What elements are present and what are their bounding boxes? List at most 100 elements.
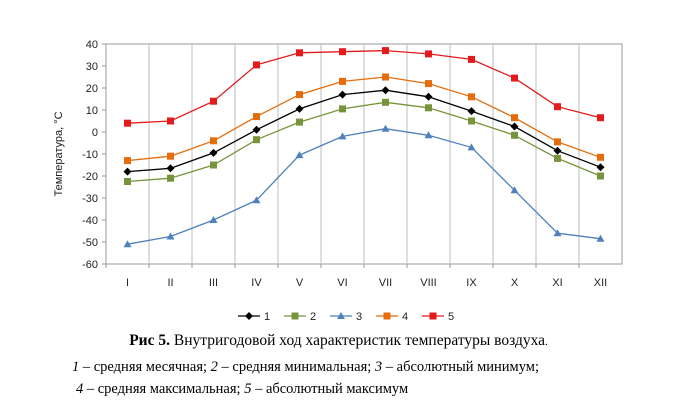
data-point: [296, 91, 303, 99]
legend-marker-3: [337, 312, 345, 319]
series-line-2: [127, 101, 601, 183]
data-point: [209, 216, 218, 223]
data-point: [425, 50, 432, 58]
x-tick-label: VIII: [420, 277, 437, 289]
data-point: [511, 114, 518, 122]
series-5: [124, 47, 604, 127]
legend-label-3: 3: [356, 311, 362, 323]
y-tick-label: -10: [82, 149, 98, 161]
legend-label-1: 1: [264, 311, 270, 323]
data-point: [253, 113, 260, 121]
y-tick-label: -50: [82, 237, 98, 249]
series-line-3: [127, 128, 601, 245]
legend-marker-5: [429, 312, 437, 320]
x-tick-label: XI: [552, 277, 562, 289]
data-point: [424, 131, 433, 139]
series-2: [124, 98, 604, 185]
data-point: [296, 118, 303, 126]
data-point: [295, 104, 304, 113]
data-point: [123, 167, 132, 176]
series-line-1: [127, 89, 601, 173]
caption-text-4: – средняя максимальная;: [83, 381, 245, 397]
data-point: [210, 161, 217, 169]
data-point: [167, 174, 174, 182]
data-point: [381, 86, 390, 95]
data-point: [468, 117, 475, 125]
caption-num-4: 4: [76, 381, 84, 397]
figure-title-end: .: [545, 336, 548, 348]
x-tick-label: IX: [466, 277, 477, 289]
figure-title: Внутригодовой ход характеристик температ…: [169, 332, 546, 349]
data-point: [467, 143, 476, 151]
data-point: [166, 164, 175, 173]
data-point: [252, 196, 261, 204]
caption-num-2: 2: [210, 359, 218, 375]
figure-caption-title: Рис 5. Внутригодовой ход характеристик т…: [0, 332, 677, 350]
data-point: [596, 163, 605, 172]
caption-num-3: 3: [374, 359, 383, 375]
data-point: [425, 80, 432, 88]
data-point: [167, 152, 174, 160]
series-4: [124, 73, 604, 165]
x-tick-label: VII: [379, 277, 392, 289]
data-point: [339, 77, 346, 85]
data-point: [210, 97, 217, 105]
data-point: [382, 47, 389, 55]
series-line-5: [127, 49, 601, 124]
data-point: [468, 55, 475, 63]
y-tick-label: 40: [86, 39, 98, 51]
x-tick-label: X: [511, 277, 519, 289]
data-point: [338, 132, 347, 140]
data-point: [382, 98, 389, 106]
x-tick-label: I: [126, 277, 129, 289]
data-point: [296, 49, 303, 57]
figure-caption-legend-line-2: 4 – средняя максимальная; 5 – абсолютный…: [76, 381, 677, 398]
y-tick-label: -60: [82, 259, 98, 271]
data-point: [554, 103, 561, 111]
data-point: [338, 90, 347, 99]
data-point: [425, 104, 432, 112]
figure-label: Рис 5.: [129, 332, 170, 349]
x-tick-label: III: [209, 277, 218, 289]
legend-label-5: 5: [448, 311, 454, 323]
data-point: [510, 186, 519, 194]
data-point: [295, 151, 304, 159]
data-point: [510, 122, 519, 131]
x-tick-label: II: [167, 277, 173, 289]
figure-caption-legend-line-1: 1 – средняя месячная; 2 – средняя минима…: [72, 359, 677, 376]
data-point: [339, 48, 346, 56]
data-point: [511, 74, 518, 82]
data-point: [553, 146, 562, 155]
data-point: [210, 137, 217, 145]
data-point: [597, 114, 604, 122]
caption-text-1: – средняя месячная;: [79, 359, 211, 375]
data-point: [124, 178, 131, 185]
series-3: [123, 124, 605, 248]
x-tick-label: V: [296, 277, 304, 289]
data-point: [253, 136, 260, 144]
data-point: [252, 125, 261, 134]
data-point: [124, 157, 131, 165]
legend-marker-4: [383, 312, 391, 320]
data-point: [124, 119, 131, 127]
series-1: [123, 86, 605, 176]
y-tick-label: -40: [82, 215, 98, 227]
y-axis-label: Температура, °С: [53, 111, 65, 196]
legend: 1 2 3 4 5: [238, 311, 454, 323]
y-tick-label: 30: [86, 61, 98, 73]
data-point: [467, 107, 476, 116]
data-point: [554, 138, 561, 146]
series-line-4: [127, 76, 601, 162]
data-point: [554, 154, 561, 162]
data-point: [123, 240, 132, 248]
legend-marker-2: [291, 312, 299, 320]
data-point: [339, 105, 346, 113]
x-tick-label: XII: [594, 277, 607, 289]
data-point: [597, 172, 604, 180]
legend-label-4: 4: [402, 311, 408, 323]
caption-text-2: – средняя минимальная;: [217, 359, 375, 375]
x-tick-label: VI: [337, 277, 347, 289]
data-point: [253, 61, 260, 69]
data-point: [596, 234, 605, 242]
